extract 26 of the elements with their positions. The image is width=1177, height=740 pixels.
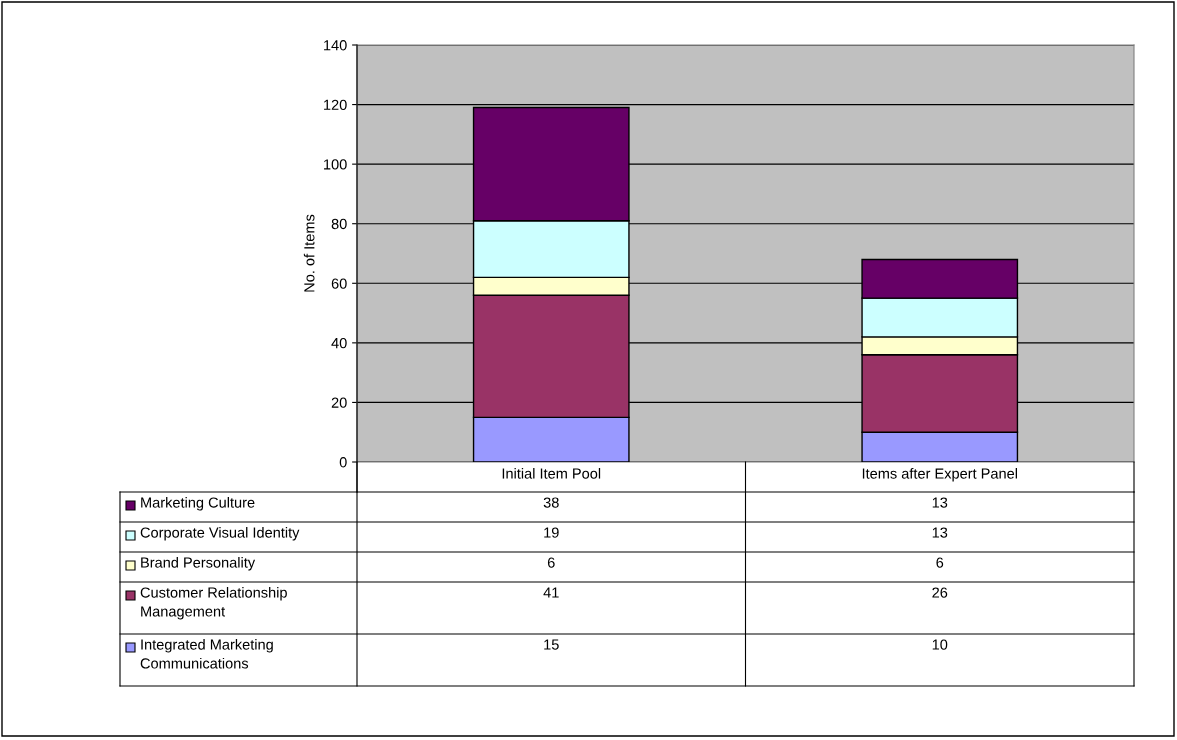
legend-label: Integrated Marketing Communications bbox=[140, 639, 273, 669]
y-tick-label: 140 bbox=[324, 40, 347, 51]
x-tick-label: Initial Item Pool bbox=[502, 468, 601, 479]
legend-label: Customer Relationship Management bbox=[140, 587, 287, 620]
data-label: 41 bbox=[543, 587, 559, 598]
data-label: 6 bbox=[936, 557, 944, 568]
y-tick-label: 20 bbox=[331, 397, 347, 408]
legend-label: Brand Personality bbox=[141, 557, 256, 571]
data-label: 38 bbox=[543, 497, 559, 508]
data-label: 26 bbox=[932, 587, 948, 598]
y-tick-label: 0 bbox=[339, 457, 347, 468]
x-tick-label: Items after Expert Panel bbox=[862, 468, 1017, 482]
y-tick-label: 120 bbox=[324, 99, 347, 110]
data-label: 10 bbox=[932, 639, 948, 650]
data-label: 6 bbox=[547, 557, 555, 568]
y-tick-label: 60 bbox=[331, 278, 347, 289]
data-label: 15 bbox=[544, 639, 559, 650]
data-label: 13 bbox=[932, 527, 948, 538]
y-tick-label: 40 bbox=[331, 337, 347, 349]
y-tick-label: 80 bbox=[331, 218, 347, 230]
legend-label: Corporate Visual Identity bbox=[140, 527, 300, 541]
data-label: 19 bbox=[544, 527, 559, 538]
legend-label: Marketing Culture bbox=[141, 497, 255, 511]
data-label: 13 bbox=[932, 497, 948, 508]
y-axis-title: No. of Items bbox=[303, 214, 315, 292]
y-tick-label: 100 bbox=[324, 159, 347, 170]
